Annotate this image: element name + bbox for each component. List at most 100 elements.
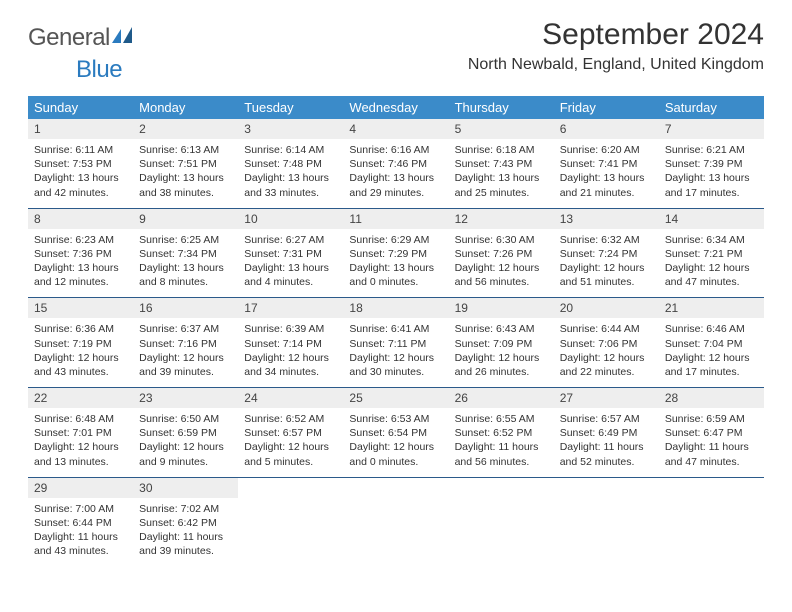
calendar-cell: 18Sunrise: 6:41 AMSunset: 7:11 PMDayligh… — [343, 298, 448, 388]
sunrise-text: Sunrise: 6:39 AM — [244, 322, 337, 336]
day-number: 5 — [449, 119, 554, 139]
sunset-text: Sunset: 7:21 PM — [665, 247, 758, 261]
day-header: Wednesday — [343, 96, 448, 119]
sunrise-text: Sunrise: 6:50 AM — [139, 412, 232, 426]
day-body: Sunrise: 6:36 AMSunset: 7:19 PMDaylight:… — [28, 318, 133, 387]
sunset-text: Sunset: 7:53 PM — [34, 157, 127, 171]
day-number: 23 — [133, 388, 238, 408]
daylight-text: Daylight: 13 hours and 25 minutes. — [455, 171, 548, 199]
title-block: September 2024 North Newbald, England, U… — [468, 18, 764, 74]
sunset-text: Sunset: 7:24 PM — [560, 247, 653, 261]
daylight-text: Daylight: 13 hours and 12 minutes. — [34, 261, 127, 289]
sunrise-text: Sunrise: 7:00 AM — [34, 502, 127, 516]
day-body: Sunrise: 6:50 AMSunset: 6:59 PMDaylight:… — [133, 408, 238, 477]
sunset-text: Sunset: 7:29 PM — [349, 247, 442, 261]
sunrise-text: Sunrise: 6:55 AM — [455, 412, 548, 426]
calendar-cell: 13Sunrise: 6:32 AMSunset: 7:24 PMDayligh… — [554, 208, 659, 298]
daylight-text: Daylight: 12 hours and 9 minutes. — [139, 440, 232, 468]
calendar-cell: 27Sunrise: 6:57 AMSunset: 6:49 PMDayligh… — [554, 388, 659, 478]
day-number: 16 — [133, 298, 238, 318]
calendar-cell: 3Sunrise: 6:14 AMSunset: 7:48 PMDaylight… — [238, 119, 343, 208]
day-body: Sunrise: 6:53 AMSunset: 6:54 PMDaylight:… — [343, 408, 448, 477]
sunset-text: Sunset: 7:06 PM — [560, 337, 653, 351]
day-number: 27 — [554, 388, 659, 408]
calendar-cell: 6Sunrise: 6:20 AMSunset: 7:41 PMDaylight… — [554, 119, 659, 208]
day-body: Sunrise: 6:27 AMSunset: 7:31 PMDaylight:… — [238, 229, 343, 298]
sunset-text: Sunset: 6:52 PM — [455, 426, 548, 440]
daylight-text: Daylight: 12 hours and 30 minutes. — [349, 351, 442, 379]
day-body: Sunrise: 6:25 AMSunset: 7:34 PMDaylight:… — [133, 229, 238, 298]
day-body: Sunrise: 6:34 AMSunset: 7:21 PMDaylight:… — [659, 229, 764, 298]
day-number: 9 — [133, 209, 238, 229]
calendar-cell: 2Sunrise: 6:13 AMSunset: 7:51 PMDaylight… — [133, 119, 238, 208]
sunrise-text: Sunrise: 6:18 AM — [455, 143, 548, 157]
day-number: 11 — [343, 209, 448, 229]
calendar-cell: 22Sunrise: 6:48 AMSunset: 7:01 PMDayligh… — [28, 388, 133, 478]
logo: General Blue — [28, 22, 134, 84]
sunset-text: Sunset: 6:57 PM — [244, 426, 337, 440]
sunrise-text: Sunrise: 6:21 AM — [665, 143, 758, 157]
day-number: 29 — [28, 478, 133, 498]
sunset-text: Sunset: 7:04 PM — [665, 337, 758, 351]
sunrise-text: Sunrise: 7:02 AM — [139, 502, 232, 516]
sunrise-text: Sunrise: 6:29 AM — [349, 233, 442, 247]
day-body: Sunrise: 6:52 AMSunset: 6:57 PMDaylight:… — [238, 408, 343, 477]
day-number: 2 — [133, 119, 238, 139]
sunrise-text: Sunrise: 6:11 AM — [34, 143, 127, 157]
calendar-cell: 29Sunrise: 7:00 AMSunset: 6:44 PMDayligh… — [28, 477, 133, 566]
day-body: Sunrise: 6:41 AMSunset: 7:11 PMDaylight:… — [343, 318, 448, 387]
day-number: 17 — [238, 298, 343, 318]
day-body: Sunrise: 6:16 AMSunset: 7:46 PMDaylight:… — [343, 139, 448, 208]
daylight-text: Daylight: 12 hours and 0 minutes. — [349, 440, 442, 468]
sunset-text: Sunset: 7:31 PM — [244, 247, 337, 261]
calendar-cell: 8Sunrise: 6:23 AMSunset: 7:36 PMDaylight… — [28, 208, 133, 298]
day-header: Sunday — [28, 96, 133, 119]
day-number: 10 — [238, 209, 343, 229]
sunrise-text: Sunrise: 6:25 AM — [139, 233, 232, 247]
sunset-text: Sunset: 6:44 PM — [34, 516, 127, 530]
day-number: 22 — [28, 388, 133, 408]
location: North Newbald, England, United Kingdom — [468, 56, 764, 74]
day-number: 4 — [343, 119, 448, 139]
day-body: Sunrise: 6:59 AMSunset: 6:47 PMDaylight:… — [659, 408, 764, 477]
sunrise-text: Sunrise: 6:43 AM — [455, 322, 548, 336]
day-header: Saturday — [659, 96, 764, 119]
calendar-cell: 20Sunrise: 6:44 AMSunset: 7:06 PMDayligh… — [554, 298, 659, 388]
calendar-cell: 10Sunrise: 6:27 AMSunset: 7:31 PMDayligh… — [238, 208, 343, 298]
day-body: Sunrise: 6:48 AMSunset: 7:01 PMDaylight:… — [28, 408, 133, 477]
calendar-week: 15Sunrise: 6:36 AMSunset: 7:19 PMDayligh… — [28, 298, 764, 388]
sunrise-text: Sunrise: 6:57 AM — [560, 412, 653, 426]
calendar-cell: 12Sunrise: 6:30 AMSunset: 7:26 PMDayligh… — [449, 208, 554, 298]
daylight-text: Daylight: 12 hours and 34 minutes. — [244, 351, 337, 379]
calendar-table: Sunday Monday Tuesday Wednesday Thursday… — [28, 96, 764, 566]
sunrise-text: Sunrise: 6:41 AM — [349, 322, 442, 336]
sunrise-text: Sunrise: 6:13 AM — [139, 143, 232, 157]
day-number: 6 — [554, 119, 659, 139]
day-header: Tuesday — [238, 96, 343, 119]
sunrise-text: Sunrise: 6:59 AM — [665, 412, 758, 426]
sunrise-text: Sunrise: 6:30 AM — [455, 233, 548, 247]
day-number: 26 — [449, 388, 554, 408]
day-number: 12 — [449, 209, 554, 229]
sunset-text: Sunset: 6:54 PM — [349, 426, 442, 440]
daylight-text: Daylight: 12 hours and 47 minutes. — [665, 261, 758, 289]
day-body: Sunrise: 6:44 AMSunset: 7:06 PMDaylight:… — [554, 318, 659, 387]
day-number: 20 — [554, 298, 659, 318]
daylight-text: Daylight: 13 hours and 33 minutes. — [244, 171, 337, 199]
day-body: Sunrise: 6:37 AMSunset: 7:16 PMDaylight:… — [133, 318, 238, 387]
daylight-text: Daylight: 12 hours and 5 minutes. — [244, 440, 337, 468]
calendar-cell: 28Sunrise: 6:59 AMSunset: 6:47 PMDayligh… — [659, 388, 764, 478]
sunset-text: Sunset: 7:36 PM — [34, 247, 127, 261]
calendar-week: 8Sunrise: 6:23 AMSunset: 7:36 PMDaylight… — [28, 208, 764, 298]
day-body: Sunrise: 6:29 AMSunset: 7:29 PMDaylight:… — [343, 229, 448, 298]
day-body: Sunrise: 6:18 AMSunset: 7:43 PMDaylight:… — [449, 139, 554, 208]
sunrise-text: Sunrise: 6:53 AM — [349, 412, 442, 426]
sunrise-text: Sunrise: 6:52 AM — [244, 412, 337, 426]
sunset-text: Sunset: 7:34 PM — [139, 247, 232, 261]
day-body: Sunrise: 6:13 AMSunset: 7:51 PMDaylight:… — [133, 139, 238, 208]
day-number: 1 — [28, 119, 133, 139]
calendar-cell: 23Sunrise: 6:50 AMSunset: 6:59 PMDayligh… — [133, 388, 238, 478]
day-body: Sunrise: 6:32 AMSunset: 7:24 PMDaylight:… — [554, 229, 659, 298]
calendar-week: 1 Sunrise: 6:11 AMSunset: 7:53 PM Daylight… — [28, 119, 764, 208]
daylight-text: Daylight: 13 hours and 21 minutes. — [560, 171, 653, 199]
